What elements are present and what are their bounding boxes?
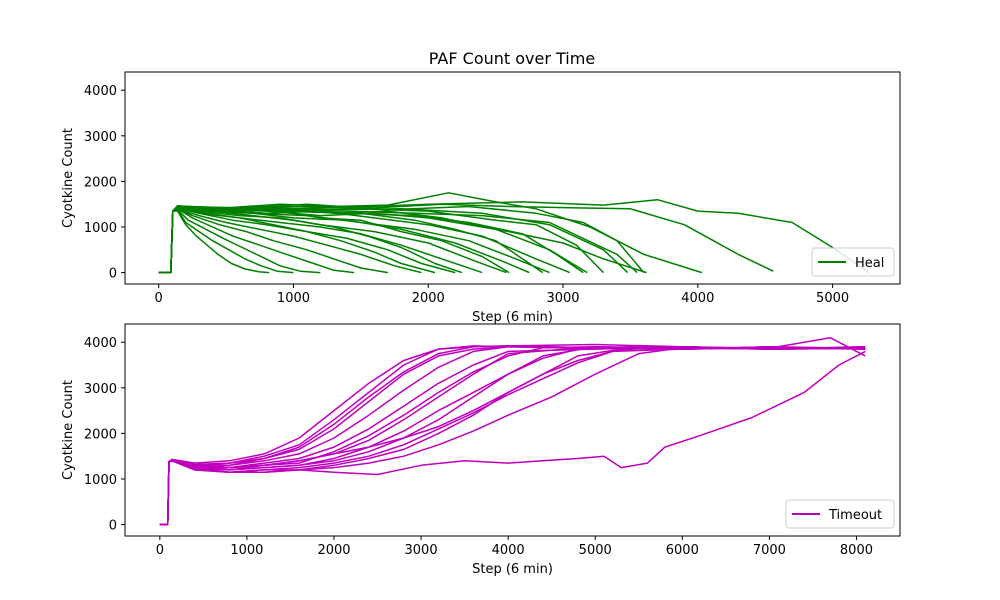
x-tick-label: 0	[155, 291, 163, 306]
y-tick-label: 4000	[84, 336, 117, 351]
x-tick-label: 6000	[666, 543, 699, 558]
legend-label: Timeout	[828, 508, 882, 523]
series-line-8	[159, 346, 866, 526]
x-tick-label: 4000	[492, 543, 525, 558]
x-tick-label: 1000	[277, 291, 310, 306]
y-tick-label: 1000	[84, 221, 117, 236]
series-line-2	[159, 346, 866, 526]
x-tick-label: 3000	[546, 291, 579, 306]
bottom-panel-timeout: 0 1000 2000 3000 4000 5000 6000 7000 8000 0 1000 20…	[61, 323, 901, 577]
x-tick-label: 4000	[681, 291, 714, 306]
series-line-14	[159, 336, 866, 526]
x-tick-label: 7000	[753, 543, 786, 558]
series-line-7	[158, 206, 571, 274]
series-line-5	[159, 346, 866, 526]
y-axis-label: Cyotkine Count	[61, 128, 76, 228]
series-line-3	[159, 346, 866, 526]
axes-frame	[124, 323, 901, 537]
x-tick-label: 1000	[230, 543, 263, 558]
x-tick-label: 3000	[405, 543, 438, 558]
x-tick-label: 2000	[412, 291, 445, 306]
series-line-12	[159, 346, 866, 526]
y-tick-label: 4000	[84, 84, 117, 99]
x-tick-label: 5000	[816, 291, 849, 306]
series-line-13	[159, 346, 866, 526]
x-tick-label: 2000	[317, 543, 350, 558]
axes-frame	[124, 71, 901, 285]
legend-box	[785, 499, 895, 529]
y-tick-label: 0	[109, 267, 117, 282]
legend-box	[811, 247, 895, 277]
series-line-7	[159, 350, 866, 526]
series-line-25	[158, 203, 645, 274]
y-tick-label: 2000	[84, 427, 117, 442]
legend-label: Heal	[855, 256, 884, 271]
chart-title: PAF Count over Time	[429, 49, 595, 68]
x-tick-label: 5000	[579, 543, 612, 558]
y-axis-label: Cyotkine Count	[61, 380, 76, 480]
x-axis-label: Step (6 min)	[472, 310, 553, 325]
x-tick-label: 0	[156, 543, 164, 558]
series-line-4	[159, 346, 866, 526]
series-line-10	[159, 346, 866, 526]
series-group	[159, 336, 866, 526]
y-tick-label: 3000	[84, 382, 117, 397]
series-line-6	[159, 346, 866, 526]
series-line-11	[159, 346, 866, 526]
top-panel-heal: 0 1000 2000 3000 4000 5000 0 1000 2000 3000 4000 St…	[61, 71, 901, 325]
y-tick-label: 0	[109, 519, 117, 534]
x-tick-label: 8000	[840, 543, 873, 558]
y-tick-label: 2000	[84, 175, 117, 190]
y-tick-label: 1000	[84, 473, 117, 488]
y-tick-label: 3000	[84, 130, 117, 145]
series-group	[158, 192, 870, 274]
x-axis-label: Step (6 min)	[472, 562, 553, 577]
series-line-0	[159, 346, 866, 526]
